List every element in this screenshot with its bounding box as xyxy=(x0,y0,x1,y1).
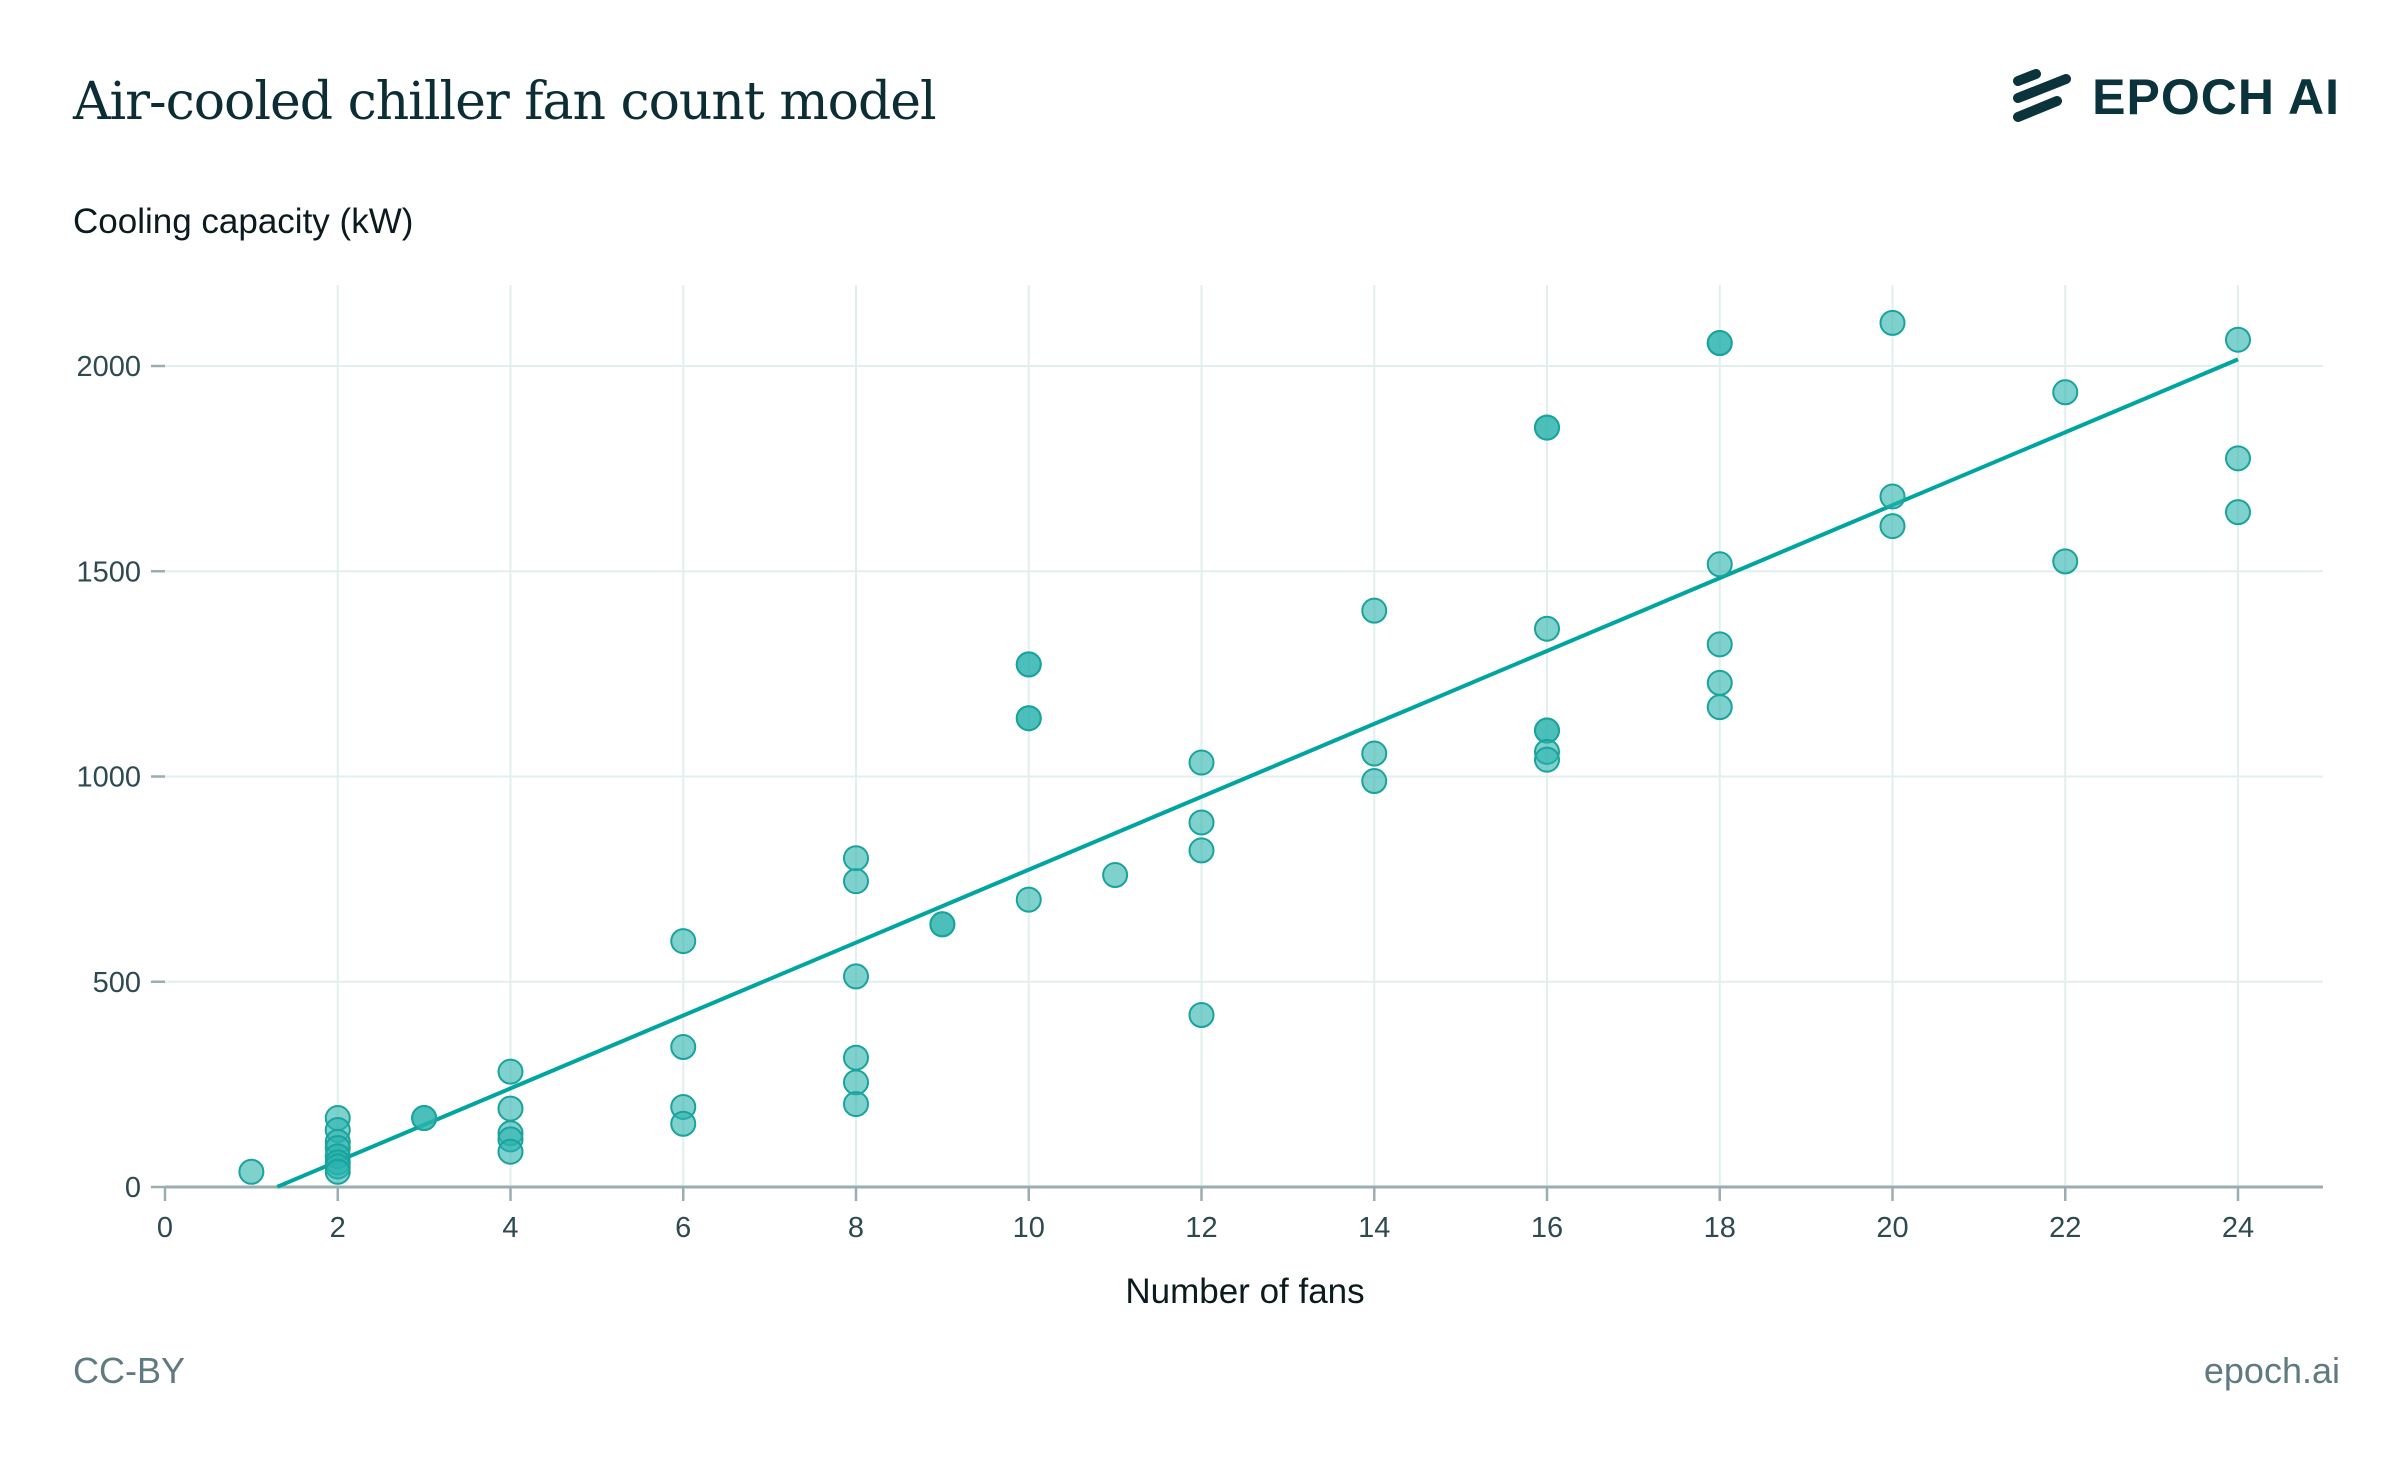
data-point xyxy=(1361,597,1388,624)
y-tick-label: 0 xyxy=(125,1172,141,1204)
data-point xyxy=(1188,1002,1215,1029)
data-point xyxy=(1102,862,1129,889)
y-tick-label: 500 xyxy=(93,967,141,999)
data-point xyxy=(843,963,869,990)
x-tick-label: 12 xyxy=(1185,1212,1217,1244)
chart-title: Air-cooled chiller fan count model xyxy=(73,72,937,132)
data-point xyxy=(1706,669,1733,696)
y-axis-label: Cooling capacity (kW) xyxy=(73,202,414,241)
data-point xyxy=(497,1058,524,1085)
data-point xyxy=(843,845,869,872)
data-point xyxy=(670,1110,697,1137)
data-point xyxy=(843,868,869,895)
data-point xyxy=(2052,548,2079,575)
data-point xyxy=(1188,749,1215,776)
data-point xyxy=(2225,445,2251,472)
data-point xyxy=(1534,414,1560,441)
data-point xyxy=(1188,809,1215,836)
data-point xyxy=(1706,330,1733,357)
data-point xyxy=(1706,631,1733,658)
y-tick-label: 1000 xyxy=(76,762,141,794)
data-point xyxy=(238,1158,265,1185)
x-tick-label: 2 xyxy=(330,1212,346,1244)
x-tick-label: 4 xyxy=(502,1212,518,1244)
data-point xyxy=(1015,886,1042,913)
data-point xyxy=(497,1138,524,1165)
x-tick-label: 10 xyxy=(1013,1212,1045,1244)
data-point xyxy=(1706,694,1733,721)
x-tick-label: 20 xyxy=(1876,1212,1908,1244)
data-point xyxy=(1361,768,1388,795)
data-point xyxy=(843,1069,869,1096)
data-point xyxy=(1706,551,1733,578)
y-tick-label: 1500 xyxy=(76,556,141,588)
logo-text: EPOCH AI xyxy=(2092,69,2340,125)
site-link[interactable]: epoch.ai xyxy=(2203,1350,2340,1391)
data-point xyxy=(843,1044,869,1071)
data-point xyxy=(843,1091,869,1118)
x-tick-label: 6 xyxy=(675,1212,691,1244)
data-point xyxy=(1015,651,1042,678)
data-point xyxy=(1361,740,1388,767)
x-tick-label: 8 xyxy=(848,1212,864,1244)
data-point xyxy=(1534,615,1560,642)
x-tick-label: 18 xyxy=(1704,1212,1736,1244)
data-point xyxy=(2225,326,2251,353)
data-point xyxy=(1879,483,1906,510)
y-tick-label: 2000 xyxy=(76,351,141,383)
epoch-logo-icon xyxy=(2013,69,2072,122)
x-axis-label: Number of fans xyxy=(1125,1272,1365,1311)
data-point xyxy=(1015,705,1042,732)
data-point xyxy=(670,1034,697,1061)
data-point xyxy=(497,1095,524,1122)
data-point xyxy=(2052,379,2079,406)
data-point xyxy=(929,911,956,938)
x-tick-label: 14 xyxy=(1358,1212,1390,1244)
data-point xyxy=(411,1105,438,1132)
data-point xyxy=(1534,746,1560,773)
data-point xyxy=(1188,837,1215,864)
license-text: CC-BY xyxy=(73,1350,186,1391)
x-tick-label: 24 xyxy=(2222,1212,2254,1244)
data-point xyxy=(1879,309,1906,336)
x-tick-label: 22 xyxy=(2049,1212,2081,1244)
data-point xyxy=(670,928,697,955)
data-point xyxy=(2225,499,2251,526)
epoch-logo: EPOCH AI xyxy=(2012,68,2340,126)
x-tick-label: 0 xyxy=(157,1212,173,1244)
fit-line xyxy=(276,357,2239,1189)
data-point xyxy=(324,1158,351,1185)
x-tick-label: 16 xyxy=(1531,1212,1563,1244)
data-point xyxy=(1879,513,1906,540)
